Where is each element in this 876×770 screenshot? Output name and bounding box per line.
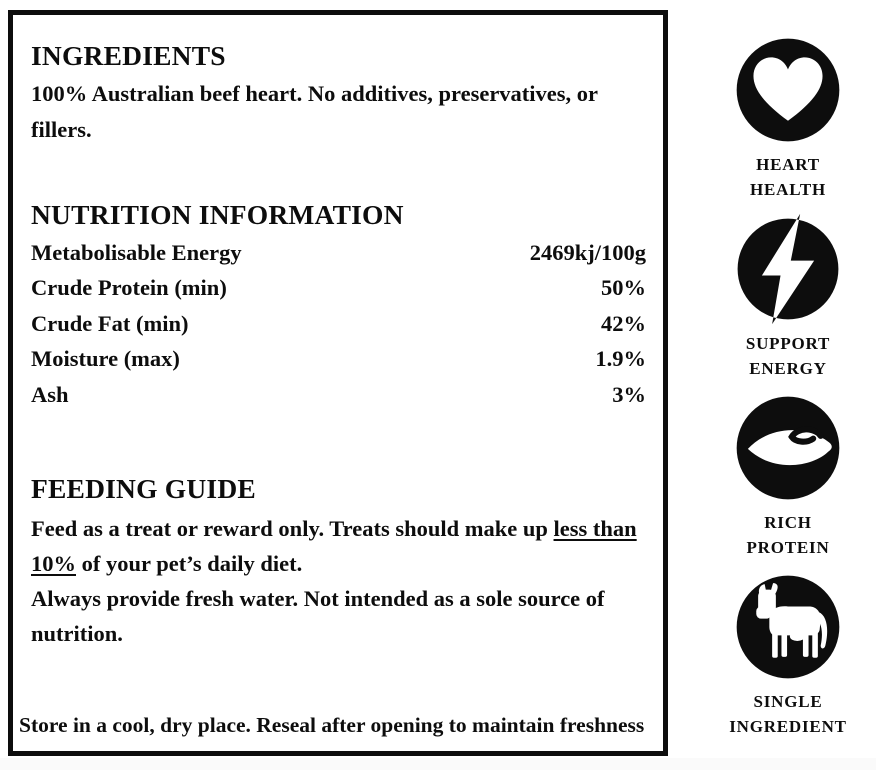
badge-label: SINGLE INGREDIENT bbox=[729, 690, 847, 739]
nutrient-value: 3% bbox=[612, 381, 646, 407]
nutrient-name: Moisture (max) bbox=[31, 346, 180, 372]
badge-label-line1: SINGLE bbox=[753, 692, 823, 711]
nutrient-value: 1.9% bbox=[595, 346, 646, 372]
badge-label: SUPPORT ENERGY bbox=[746, 332, 830, 381]
badge-label-line2: INGREDIENT bbox=[729, 716, 847, 736]
feeding-text-post: of your pet’s daily diet. bbox=[76, 551, 303, 577]
badge-support-energy: SUPPORT ENERGY bbox=[732, 213, 844, 381]
heart-icon bbox=[736, 38, 840, 142]
badge-label-line1: RICH bbox=[764, 513, 812, 532]
nutrient-value: 2469kj/100g bbox=[529, 240, 646, 265]
nutrition-row: Moisture (max) 1.9% bbox=[31, 341, 646, 376]
nutrient-value: 50% bbox=[601, 275, 646, 301]
leaf-icon bbox=[736, 396, 840, 500]
feeding-text-underlined: less than 10% bbox=[31, 516, 637, 577]
nutrient-name: Crude Protein (min) bbox=[31, 275, 227, 301]
feeding-guide-heading: FEEDING GUIDE bbox=[31, 473, 256, 505]
badge-single-ingredient: SINGLE INGREDIENT bbox=[729, 571, 847, 739]
nutrition-table: Metabolisable Energy 2469kj/100g Crude P… bbox=[31, 235, 646, 412]
nutrition-row: Metabolisable Energy 2469kj/100g bbox=[31, 235, 646, 270]
benefit-badges-column: HEART HEALTH SUPPORT ENERGY RICH PROTEIN bbox=[700, 0, 876, 750]
nutrition-row: Crude Fat (min) 42% bbox=[31, 306, 646, 341]
nutrition-heading: NUTRITION INFORMATION bbox=[31, 199, 404, 230]
badge-label-line1: SUPPORT bbox=[745, 334, 831, 353]
feeding-guide-sentence-1: Feed as a treat or reward only. Treats s… bbox=[31, 511, 646, 581]
badge-label-line2: PROTEIN bbox=[746, 537, 830, 557]
nutrient-value: 42% bbox=[601, 310, 646, 336]
feeding-guide-sentence-2: Always provide fresh water. Not intended… bbox=[31, 586, 605, 647]
nutrient-name: Metabolisable Energy bbox=[31, 240, 242, 265]
feeding-text-pre: Feed as a treat or reward only. Treats s… bbox=[31, 516, 554, 542]
badge-rich-protein: RICH PROTEIN bbox=[732, 392, 844, 560]
nutrition-row: Crude Protein (min) 50% bbox=[31, 270, 646, 305]
nutrition-row: Ash 3% bbox=[31, 377, 646, 412]
badge-label: HEART HEALTH bbox=[750, 153, 826, 202]
cow-icon bbox=[736, 575, 840, 679]
badge-label: RICH PROTEIN bbox=[746, 511, 829, 560]
badge-label-line2: ENERGY bbox=[749, 358, 827, 378]
page-edge-strip bbox=[0, 758, 876, 770]
badge-heart-health: HEART HEALTH bbox=[732, 34, 844, 202]
storage-note: Store in a cool, dry place. Reseal after… bbox=[19, 713, 645, 737]
nutrient-name: Crude Fat (min) bbox=[31, 310, 189, 336]
label-panel: INGREDIENTS 100% Australian beef heart. … bbox=[8, 10, 668, 756]
nutrient-name: Ash bbox=[31, 381, 69, 407]
ingredients-heading: INGREDIENTS bbox=[31, 40, 226, 71]
badge-label-line1: HEART bbox=[756, 155, 820, 174]
badge-label-line2: HEALTH bbox=[750, 179, 826, 199]
lightning-icon bbox=[737, 213, 839, 325]
ingredients-body: 100% Australian beef heart. No additives… bbox=[31, 81, 598, 142]
